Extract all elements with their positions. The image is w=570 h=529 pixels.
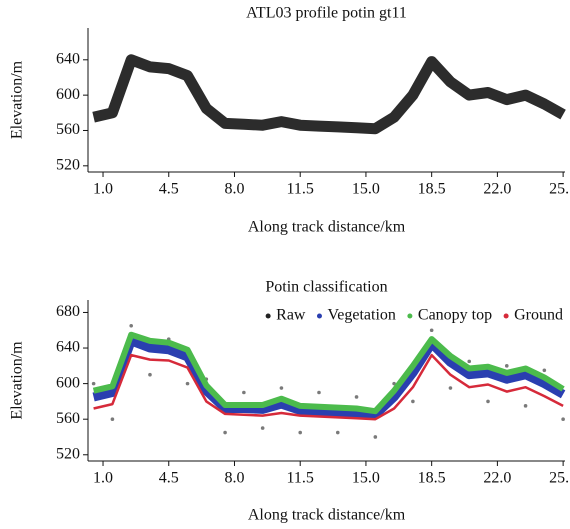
raw-point [335,430,340,435]
x-tick-label: 8.0 [224,470,244,487]
x-axis-label: Along track distance/km [248,507,406,524]
y-tick-label: 520 [56,156,80,173]
raw-point [242,390,246,395]
chart-title: Potin classification [265,279,387,296]
x-tick-label: 18.5 [418,470,446,487]
raw-point [260,426,265,430]
legend-label: Canopy top [418,307,492,324]
legend-label: Raw [276,307,306,324]
series-line [92,331,565,415]
x-tick-label: 15.0 [352,181,380,198]
raw-point [448,386,453,390]
raw-point [298,430,303,435]
raw-point [486,399,490,404]
raw-point [148,372,152,377]
y-tick-label: 600 [56,86,80,103]
raw-point [411,399,415,404]
x-tick-label: 22.0 [483,181,511,198]
y-tick-label: 520 [56,445,80,462]
x-tick-label: 11.5 [287,181,314,198]
legend-label: Vegetation [327,307,395,324]
y-tick-label: 640 [56,50,80,67]
x-tick-label: 25.5 [549,470,570,487]
series-line [93,353,564,421]
y-axis-label: Elevation/m [9,60,26,139]
y-tick-label: 640 [56,339,80,356]
series-line [92,336,566,420]
raw-point [185,381,190,386]
x-tick-label: 8.0 [224,181,244,198]
raw-point [317,390,321,395]
x-tick-label: 11.5 [287,470,314,487]
x-tick-label: 4.5 [159,181,179,198]
raw-point [542,368,547,373]
raw-point [392,381,396,386]
x-tick-label: 25.5 [549,181,570,198]
y-tick-label: 600 [56,374,80,391]
x-tick-label: 18.5 [418,181,446,198]
raw-point [373,435,378,439]
x-tick-label: 22.0 [483,470,511,487]
raw-point [504,364,509,368]
y-tick-label: 560 [56,121,80,138]
x-tick-label: 1.0 [93,470,113,487]
legend-marker [316,313,322,319]
raw-point [561,417,565,421]
chart-title: ATL03 profile potin gt11 [246,5,407,22]
x-tick-label: 15.0 [352,470,380,487]
legend-marker [503,313,509,319]
legend-marker [265,313,271,319]
legend-label: Ground [514,307,563,324]
y-tick-label: 680 [56,303,80,320]
raw-point [223,430,227,435]
series-line [92,54,566,135]
legend-marker [407,313,413,319]
raw-point [91,381,96,386]
raw-point [110,417,115,421]
raw-point [279,386,284,390]
y-tick-label: 560 [56,410,80,427]
raw-point [429,328,434,333]
x-axis-label: Along track distance/km [248,219,406,236]
y-axis-label: Elevation/m [9,341,26,420]
raw-point [467,359,472,364]
x-tick-label: 4.5 [159,470,179,487]
raw-point [523,404,528,408]
x-tick-label: 1.0 [93,181,113,198]
raw-point [129,323,133,328]
raw-point [354,395,359,399]
